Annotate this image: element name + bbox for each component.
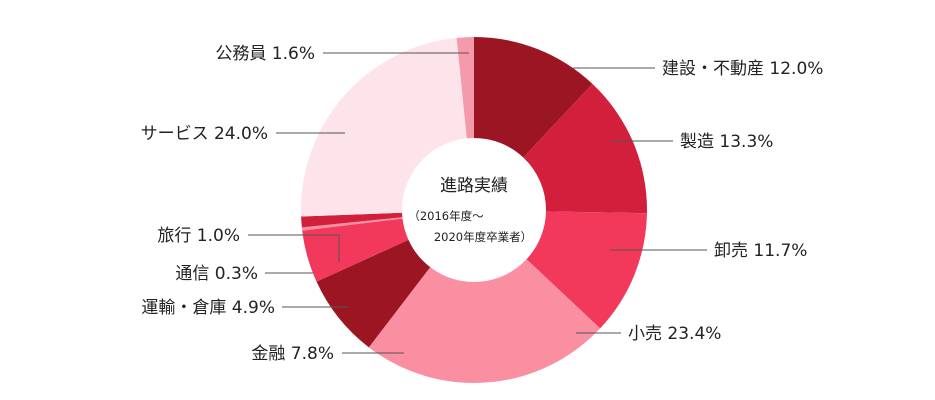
chart-subtitle-line2: 2020年度卒業者） bbox=[434, 230, 532, 244]
slice-label-services: サービス 24.0% bbox=[141, 124, 268, 144]
slice-label-travel: 旅行 1.0% bbox=[157, 226, 240, 246]
leader-line-7 bbox=[248, 234, 340, 262]
slice-label-public: 公務員 1.6% bbox=[215, 44, 315, 64]
slice-label-wholesale: 卸売 11.7% bbox=[714, 241, 807, 261]
slice-label-retail: 小売 23.4% bbox=[628, 324, 721, 344]
slice-7 bbox=[301, 212, 403, 228]
slice-label-finance: 金融 7.8% bbox=[251, 344, 334, 364]
slice-5 bbox=[302, 218, 409, 282]
chart-title: 進路実績 bbox=[440, 176, 508, 196]
slice-9 bbox=[456, 37, 474, 139]
slice-label-transport: 運輸・倉庫 4.9% bbox=[141, 298, 275, 318]
chart-slices bbox=[301, 37, 647, 384]
slice-label-construction: 建設・不動産 12.0% bbox=[662, 59, 823, 79]
slice-6 bbox=[301, 217, 403, 231]
slice-2 bbox=[526, 211, 647, 329]
center-label: 進路実績 （2016年度～ 2020年度卒業者） bbox=[408, 176, 532, 244]
slice-label-manufacturing: 製造 13.3% bbox=[680, 132, 773, 152]
slice-label-telecom: 通信 0.3% bbox=[175, 264, 258, 284]
slice-0 bbox=[474, 37, 593, 158]
chart-subtitle-line1: （2016年度～ bbox=[408, 209, 484, 223]
slice-8 bbox=[301, 37, 467, 217]
slice-labels: 建設・不動産 12.0% 製造 13.3% 卸売 11.7% 小売 23.4% … bbox=[141, 44, 824, 364]
leader-lines bbox=[248, 52, 707, 354]
slice-4 bbox=[316, 239, 431, 348]
slice-1 bbox=[523, 83, 647, 214]
slice-3 bbox=[368, 259, 601, 384]
